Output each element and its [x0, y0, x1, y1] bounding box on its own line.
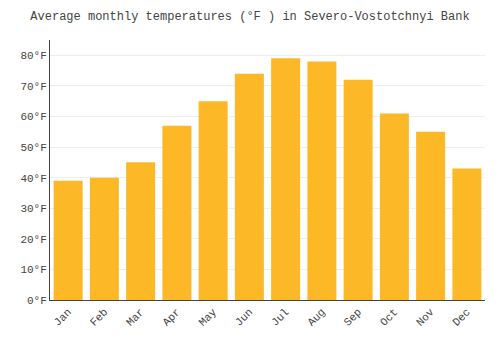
- svg-text:0°F: 0°F: [27, 295, 47, 307]
- svg-text:Jan: Jan: [52, 306, 74, 328]
- svg-text:Nov: Nov: [414, 306, 437, 329]
- svg-text:Dec: Dec: [450, 306, 472, 328]
- svg-text:Aug: Aug: [305, 306, 327, 328]
- svg-text:70°F: 70°F: [20, 81, 46, 93]
- svg-text:50°F: 50°F: [20, 142, 46, 154]
- svg-text:Jul: Jul: [269, 306, 291, 328]
- svg-text:Jun: Jun: [233, 306, 255, 328]
- svg-text:40°F: 40°F: [20, 173, 46, 185]
- svg-text:80°F: 80°F: [20, 50, 46, 62]
- svg-text:Apr: Apr: [160, 306, 182, 328]
- svg-text:Average monthly temperatures (: Average monthly temperatures (°F ) in Se…: [30, 10, 469, 24]
- svg-text:Oct: Oct: [378, 306, 400, 328]
- svg-text:Feb: Feb: [88, 306, 110, 328]
- svg-text:20°F: 20°F: [20, 234, 46, 246]
- svg-text:60°F: 60°F: [20, 111, 46, 123]
- svg-text:Mar: Mar: [124, 306, 146, 328]
- svg-text:10°F: 10°F: [20, 264, 46, 276]
- svg-text:May: May: [197, 306, 220, 329]
- svg-text:Sep: Sep: [342, 306, 364, 328]
- svg-text:30°F: 30°F: [20, 203, 46, 215]
